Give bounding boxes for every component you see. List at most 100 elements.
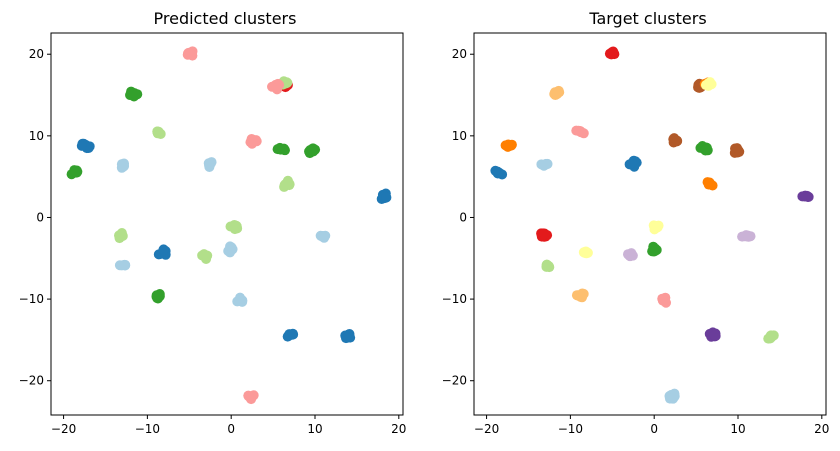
scatter-point — [672, 135, 683, 146]
predicted-clusters-panel: Predicted clusters −20 −10 0 10 20 −20 −10 0 10 2… — [19, 9, 407, 436]
target-clusters-panel: Target clusters −20 −10 0 10 20 −20 −10 0 10 20 — [442, 9, 830, 436]
y-tick-label: 20 — [29, 47, 44, 61]
cluster-1 — [693, 78, 706, 93]
plot-frame — [473, 32, 827, 416]
scatter-point — [540, 159, 551, 170]
cluster-25 — [340, 329, 356, 344]
x-tick-label: 0 — [227, 422, 235, 436]
scatter-point — [709, 330, 720, 341]
scatter-point — [552, 88, 563, 99]
cluster-5 — [76, 138, 95, 154]
scatter-points — [490, 46, 814, 404]
scatter-point — [320, 230, 331, 241]
cluster-18 — [315, 230, 331, 243]
scatter-point — [732, 143, 743, 154]
cluster-11 — [116, 158, 130, 173]
cluster-10 — [490, 165, 508, 180]
x-tick-label: 10 — [730, 422, 745, 436]
scatter-point — [204, 161, 215, 172]
cluster-16 — [536, 228, 553, 242]
y-tick-label: 20 — [452, 47, 467, 61]
scatter-point — [226, 242, 237, 253]
plot-frame — [50, 32, 404, 416]
x-tick-label: −10 — [558, 422, 583, 436]
scatter-point — [183, 48, 194, 59]
x-tick-label: −10 — [135, 422, 160, 436]
cluster-12 — [624, 155, 642, 172]
scatter-point — [151, 290, 162, 301]
scatter-point — [251, 136, 262, 147]
scatter-point — [381, 192, 392, 203]
cluster-18 — [737, 230, 756, 242]
cluster-23 — [657, 292, 672, 308]
scatter-point — [669, 391, 680, 402]
scatter-point — [580, 247, 591, 258]
scatter-point — [243, 390, 254, 401]
x-tick-label: −20 — [51, 422, 76, 436]
scatter-point — [624, 159, 635, 170]
cluster-23 — [232, 292, 248, 307]
scatter-point — [131, 89, 142, 100]
cluster-26 — [243, 390, 259, 405]
cluster-11 — [536, 158, 553, 171]
cluster-15 — [225, 219, 243, 235]
cluster-6 — [152, 126, 166, 139]
x-tick-label: 20 — [391, 422, 406, 436]
cluster-7 — [245, 133, 262, 149]
scatter-point — [69, 167, 80, 178]
y-tick-label: 0 — [36, 210, 44, 224]
cluster-17 — [647, 241, 662, 257]
cluster-19 — [578, 246, 593, 259]
y-tick-label: 10 — [452, 129, 467, 143]
scatter-point — [575, 126, 586, 137]
x-tick-label: 10 — [307, 422, 322, 436]
cluster-5 — [500, 139, 517, 152]
scatter-point — [274, 142, 285, 153]
axes: −20 −10 0 10 20 −20 −10 0 10 20 — [442, 47, 830, 436]
scatter-point — [657, 295, 668, 306]
cluster-7 — [668, 133, 683, 148]
chart-title: Predicted clusters — [154, 9, 297, 28]
cluster-20 — [197, 249, 213, 264]
scatter-point — [607, 48, 618, 59]
x-tick-label: 0 — [650, 422, 658, 436]
cluster-24 — [704, 327, 721, 342]
cluster-8 — [695, 141, 713, 156]
cluster-14 — [797, 190, 814, 202]
y-tick-label: −20 — [442, 374, 467, 388]
cluster-10 — [66, 165, 83, 180]
cluster-13 — [279, 175, 295, 192]
scatter-point — [578, 288, 589, 299]
chart-title: Target clusters — [588, 9, 706, 28]
scatter-point — [743, 231, 754, 242]
scatter-point — [541, 261, 552, 272]
cluster-22 — [151, 289, 165, 304]
cluster-4 — [125, 86, 143, 102]
scatter-point — [651, 220, 662, 231]
cluster-13 — [702, 177, 718, 191]
scatter-point — [234, 295, 245, 306]
cluster-4 — [549, 85, 565, 101]
cluster-3 — [267, 78, 285, 95]
scatter-point — [84, 141, 95, 152]
scatter-point — [539, 228, 550, 239]
cluster-6 — [571, 125, 589, 139]
cluster-21 — [114, 259, 131, 271]
scatter-point — [231, 221, 242, 232]
cluster-22 — [571, 288, 589, 303]
scatter-point — [76, 140, 87, 151]
cluster-19 — [153, 244, 171, 260]
scatter-point — [201, 250, 212, 261]
scatter-point — [308, 146, 319, 157]
y-tick-label: 10 — [29, 129, 44, 143]
y-tick-label: −10 — [442, 292, 467, 306]
cluster-24 — [282, 328, 299, 342]
x-tick-label: 20 — [814, 422, 829, 436]
y-tick-label: −20 — [19, 374, 44, 388]
cluster-26 — [664, 388, 680, 404]
y-tick-label: −10 — [19, 292, 44, 306]
cluster-15 — [648, 220, 664, 235]
scatter-point — [502, 141, 513, 152]
scatter-point — [490, 165, 501, 176]
cluster-16 — [114, 228, 128, 244]
